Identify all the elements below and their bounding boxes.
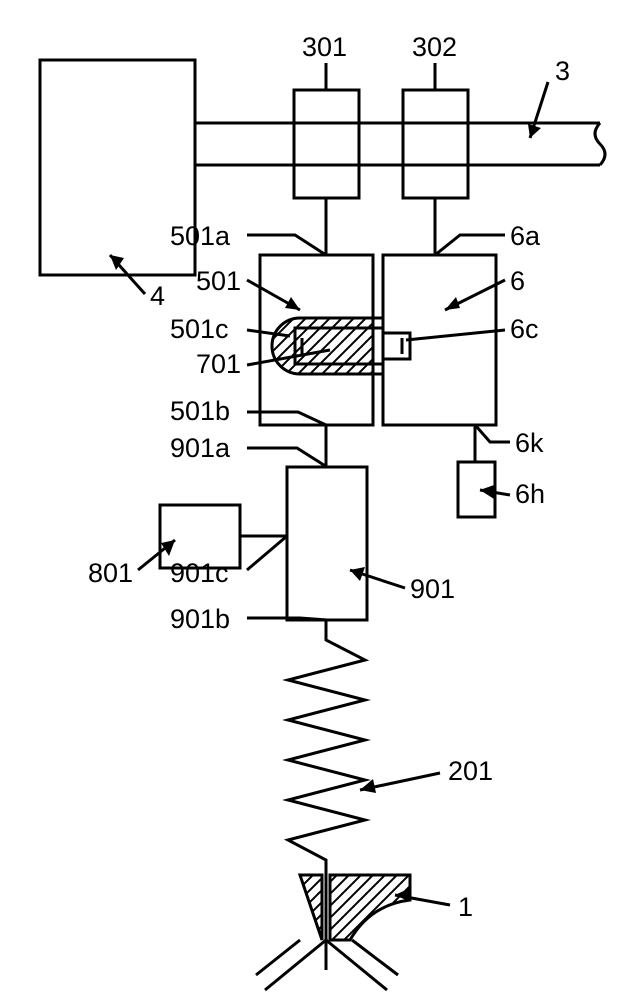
component-301 [294, 90, 359, 198]
component-901 [287, 467, 367, 620]
label-302: 302 [412, 32, 457, 62]
label-901c: 901c [170, 558, 229, 588]
label-701: 701 [196, 349, 241, 379]
component-1-left [300, 875, 322, 940]
component-1-right [330, 875, 410, 940]
label-4: 4 [150, 281, 165, 311]
component-6c-slot [383, 333, 410, 359]
shaft-break [595, 123, 605, 165]
label-6k: 6k [515, 428, 544, 458]
label-6: 6 [510, 266, 525, 296]
label-501: 501 [196, 266, 241, 296]
label-6c: 6c [510, 314, 539, 344]
label-501a: 501a [170, 221, 231, 251]
label-501b: 501b [170, 396, 230, 426]
label-3: 3 [555, 56, 570, 86]
label-901b: 901b [170, 604, 230, 634]
label-301: 301 [302, 32, 347, 62]
label-501c: 501c [170, 314, 229, 344]
label-201: 201 [448, 756, 493, 786]
mechanical-diagram: 301 302 3 4 501a 6a 501 6 501c 6c 701 50… [0, 0, 617, 1000]
label-801: 801 [88, 558, 133, 588]
component-6 [383, 255, 496, 425]
label-901: 901 [410, 574, 455, 604]
component-201-spring [288, 620, 365, 875]
component-302 [403, 90, 468, 198]
label-1: 1 [458, 892, 473, 922]
hatched-slot-left [272, 318, 373, 374]
label-6a: 6a [510, 221, 541, 251]
label-6h: 6h [515, 479, 545, 509]
label-901a: 901a [170, 433, 231, 463]
